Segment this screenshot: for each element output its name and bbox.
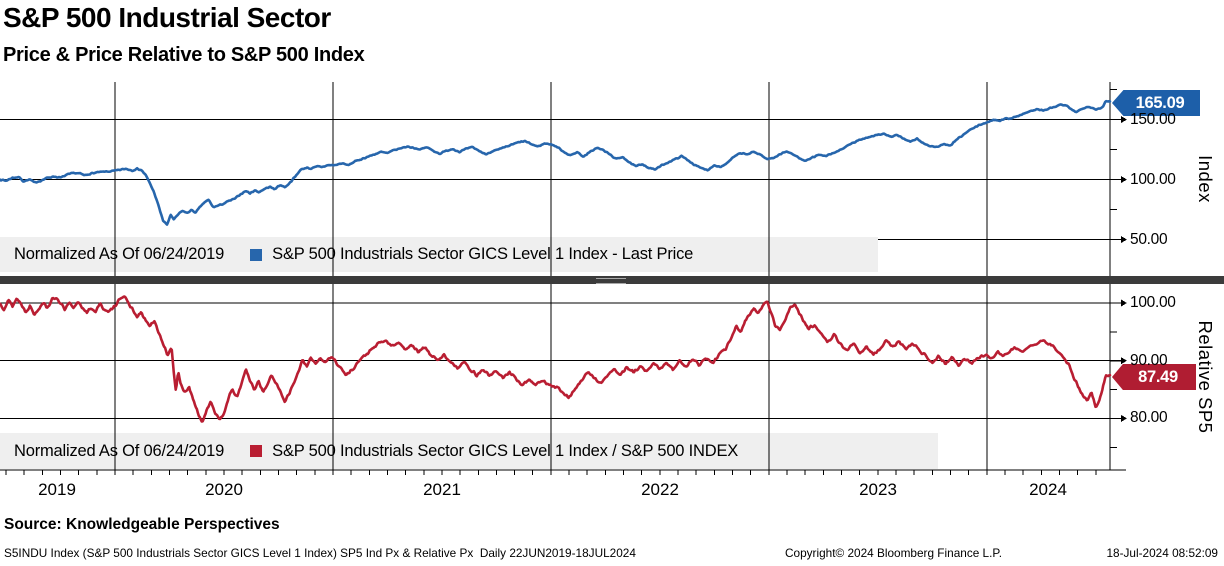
xtick-label-2020: 2020 xyxy=(205,480,243,499)
top-legend-normalized: Normalized As Of 06/24/2019 xyxy=(14,245,225,263)
bottom-series-line xyxy=(0,295,1112,423)
top-legend-series-label: S&P 500 Industrials Sector GICS Level 1 … xyxy=(272,245,694,263)
bottom-ytick-label: 80.00 xyxy=(1130,409,1168,427)
bottom-panel-grid xyxy=(0,284,1127,475)
panel-separator xyxy=(0,276,1224,284)
xtick-label-2022: 2022 xyxy=(641,480,679,499)
bottom-ytick-label: 90.00 xyxy=(1130,351,1168,369)
source-line: Source: Knowledgeable Perspectives xyxy=(4,516,280,533)
last-price-badge: 165.09 xyxy=(1112,90,1200,116)
bottom-relative-chart xyxy=(0,284,1127,475)
last-relative-badge: 87.49 xyxy=(1112,364,1196,390)
bottom-y-axis-title: Relative SP5 xyxy=(1195,320,1216,434)
top-legend-strip xyxy=(0,237,878,272)
top-ytick-label: 150.00 xyxy=(1130,110,1176,128)
page-title: S&P 500 Industrial Sector xyxy=(3,2,331,33)
top-panel-grid xyxy=(0,82,1127,276)
top-price-chart xyxy=(0,82,1127,276)
top-y-axis-title: Index xyxy=(1195,155,1216,203)
xtick-label-2024: 2024 xyxy=(1029,480,1067,499)
bottom-legend-strip xyxy=(0,433,938,469)
xtick-label-2021: 2021 xyxy=(423,480,461,499)
xtick-label-2019: 2019 xyxy=(38,480,76,499)
bottom-legend-series-label: S&P 500 Industrials Sector GICS Level 1 … xyxy=(272,441,739,460)
top-legend: Normalized As Of 06/24/2019 S&P 500 Indu… xyxy=(0,237,892,272)
panel-splitter-grip-icon[interactable] xyxy=(596,278,626,284)
footer-timestamp: 18-Jul-2024 08:52:09 xyxy=(1106,546,1218,560)
page-subtitle: Price & Price Relative to S&P 500 Index xyxy=(3,44,365,66)
bottom-ytick-label: 100.00 xyxy=(1130,294,1176,311)
footer-copyright: Copyright© 2024 Bloomberg Finance L.P. xyxy=(785,546,1003,560)
top-series-line xyxy=(0,99,1112,226)
footer-security-description: S5INDU Index (S&P 500 Industrials Sector… xyxy=(4,546,636,560)
bottom-legend: Normalized As Of 06/24/2019 S&P 500 Indu… xyxy=(0,433,952,469)
top-ytick-label: 50.00 xyxy=(1130,230,1168,248)
red-series-swatch-icon xyxy=(250,445,263,457)
bottom-legend-normalized: Normalized As Of 06/24/2019 xyxy=(14,441,225,460)
xtick-label-2023: 2023 xyxy=(859,480,897,499)
blue-series-swatch-icon xyxy=(250,248,263,261)
top-ytick-label: 100.00 xyxy=(1130,170,1176,188)
